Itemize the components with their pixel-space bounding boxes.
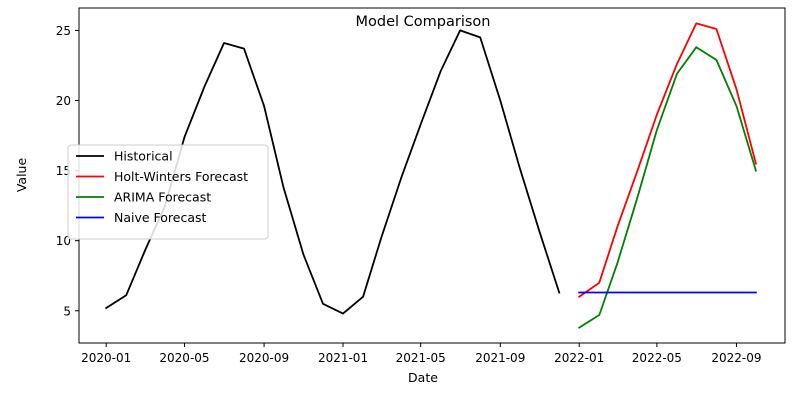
x-tick-label: 2021-01 [318,351,368,365]
legend-label: Holt-Winters Forecast [114,169,248,184]
y-axis-label: Value [14,158,29,193]
x-tick-label: 2020-09 [239,351,289,365]
legend-box [67,144,269,240]
chart-title: Model Comparison [356,14,491,30]
x-tick-label: 2020-01 [81,351,131,365]
legend-label: ARIMA Forecast [114,190,211,205]
x-tick-label: 2021-09 [475,351,525,365]
x-tick-label: 2022-09 [711,351,761,365]
x-axis-label: Date [408,370,438,385]
x-tick-label: 2021-05 [396,351,446,365]
series-line-holt-winters-forecast [577,22,757,298]
y-tick-label: 5 [63,304,71,318]
y-tick-label: 20 [56,94,71,108]
x-axis: 2020-01 2020-05 2020-09 2021-01 2021-05 2021-… [81,343,762,365]
x-tick-label: 2020-05 [159,351,209,365]
x-tick-label: 2022-05 [632,351,682,365]
y-axis: 5 10 15 20 25 [56,24,79,318]
legend-label: Historical [114,149,173,164]
x-tick-label: 2022-01 [554,351,604,365]
series-line-arima-forecast [577,46,758,329]
legend-label: Naive Forecast [114,210,207,225]
y-tick-label: 15 [56,164,71,178]
legend: Historical Holt-Winters Forecast ARIMA For… [67,144,269,240]
y-tick-label: 25 [56,24,71,38]
y-tick-label: 10 [56,234,71,248]
